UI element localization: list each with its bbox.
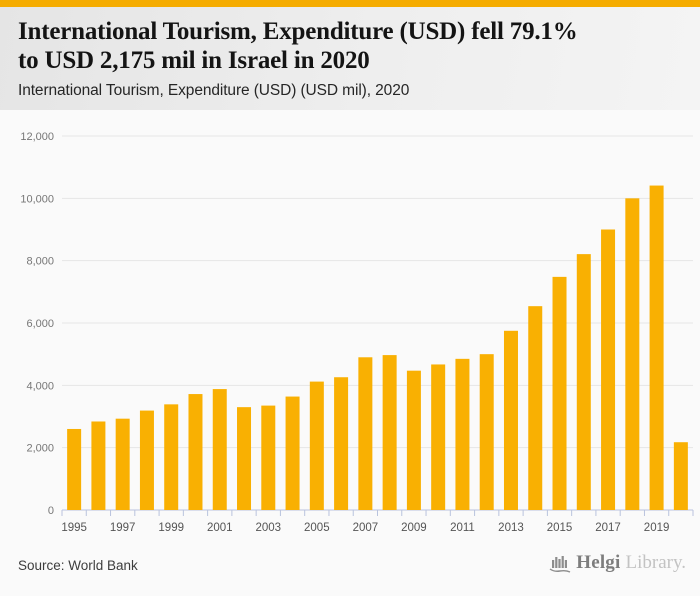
svg-text:2005: 2005 [304, 522, 330, 534]
svg-text:2015: 2015 [547, 522, 573, 534]
svg-text:2007: 2007 [353, 522, 379, 534]
page-title: International Tourism, Expenditure (USD)… [18, 17, 682, 75]
logo-text-helgi: Helgi [576, 552, 621, 573]
chart-header: International Tourism, Expenditure (USD)… [0, 7, 700, 110]
svg-text:1995: 1995 [61, 522, 87, 534]
svg-text:2011: 2011 [450, 522, 475, 534]
svg-text:4,000: 4,000 [26, 380, 54, 392]
logo-text-library: Library. [625, 552, 687, 573]
page-title-line1: International Tourism, Expenditure (USD)… [18, 18, 578, 45]
svg-text:2003: 2003 [255, 522, 281, 534]
svg-text:6,000: 6,000 [26, 318, 54, 330]
svg-text:1997: 1997 [110, 522, 136, 534]
bar-chart-svg: 0 2,000 4,000 6,000 8,000 10,000 12,000 1995 199… [20, 131, 694, 534]
svg-text:2019: 2019 [644, 522, 670, 534]
helgi-logo-icon [549, 556, 571, 573]
svg-text:2013: 2013 [498, 522, 524, 534]
svg-text:12,000: 12,000 [20, 131, 54, 143]
svg-text:10,000: 10,000 [20, 193, 54, 205]
footer: Source: World Bank Helgi Library. [0, 546, 700, 596]
svg-text:0: 0 [48, 505, 54, 517]
source-label: Source: World Bank [18, 558, 138, 573]
svg-text:8,000: 8,000 [26, 256, 54, 268]
helgi-library-logo[interactable]: Helgi Library. [549, 552, 686, 574]
svg-text:2,000: 2,000 [26, 443, 54, 455]
svg-text:2001: 2001 [207, 522, 233, 534]
svg-text:2017: 2017 [595, 522, 621, 534]
page-title-line2: to USD 2,175 mil in Israel in 2020 [18, 47, 370, 74]
svg-text:2009: 2009 [401, 522, 427, 534]
chart-subtitle: International Tourism, Expenditure (USD)… [18, 82, 410, 99]
svg-text:1999: 1999 [158, 522, 184, 534]
accent-top-bar [0, 0, 700, 7]
bar-chart: 0 2,000 4,000 6,000 8,000 10,000 12,000 1995 199… [0, 110, 700, 540]
